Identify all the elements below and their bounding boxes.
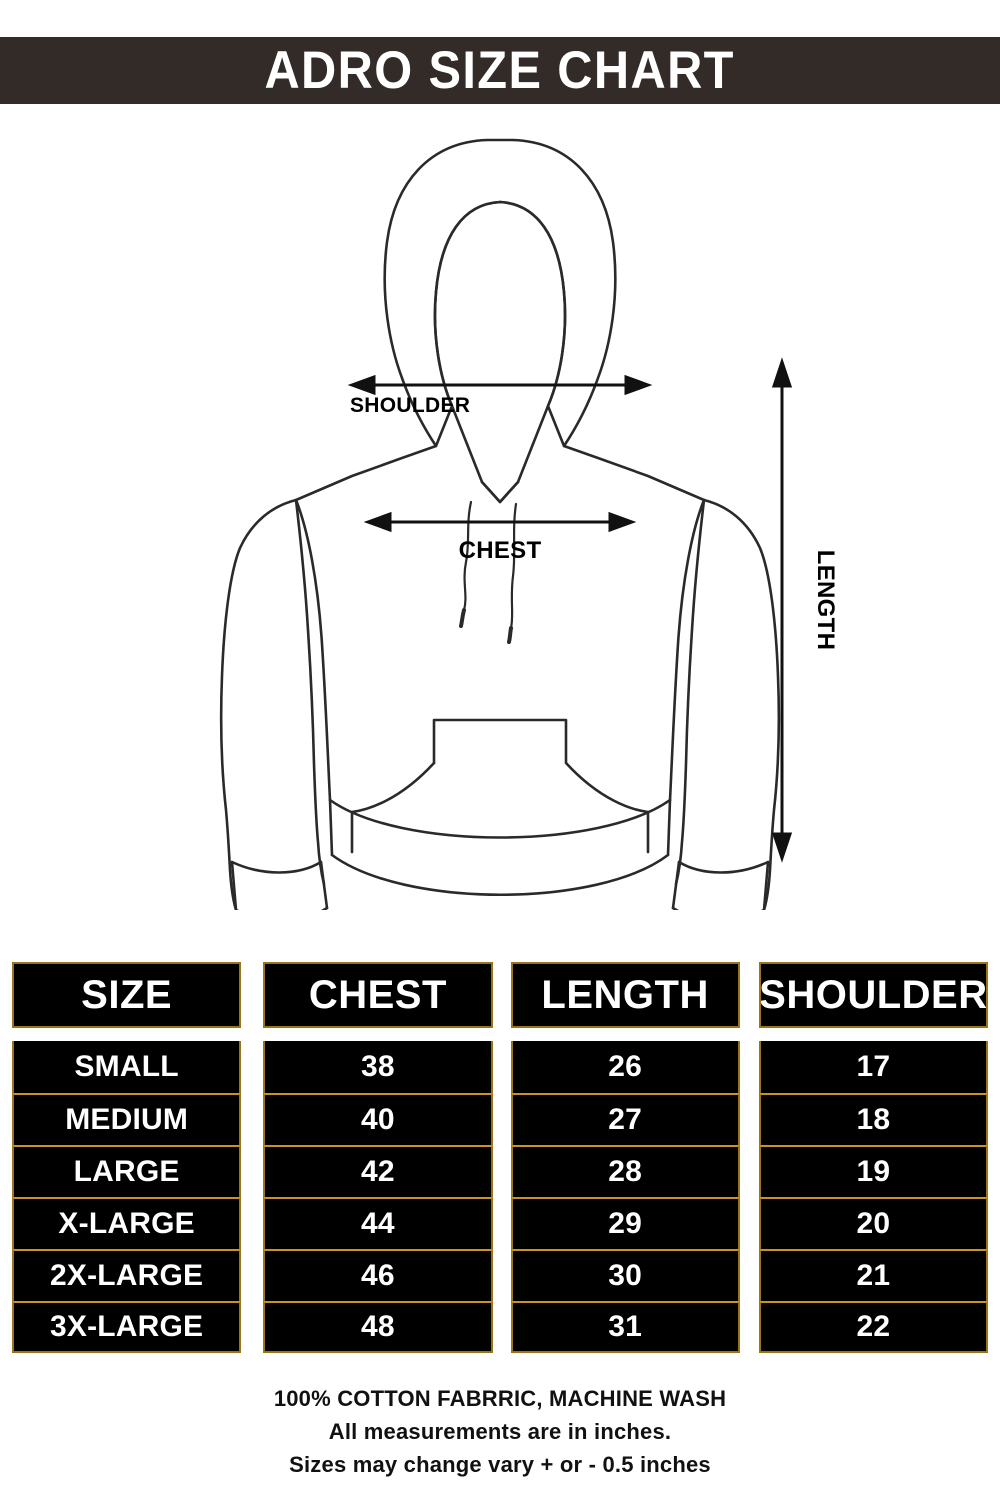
torso-right-edge: [668, 498, 706, 802]
right-sleeve-inner: [674, 498, 706, 886]
cell-chest: 40: [263, 1093, 493, 1145]
chest-label: CHEST: [459, 537, 542, 564]
column-header-shoulder: SHOULDER: [758, 962, 988, 1028]
cell-size: MEDIUM: [12, 1093, 242, 1145]
footer-line-fabric: 100% COTTON FABRRIC, MACHINE WASH: [273, 1386, 727, 1411]
left-sleeve-outer: [219, 498, 298, 910]
pocket-left: [350, 761, 436, 854]
pocket-right: [432, 718, 650, 854]
cell-length: 28: [510, 1145, 740, 1197]
footer-notes: 100% COTTON FABRRIC, MACHINE WASH All me…: [0, 1382, 1000, 1481]
cell-length: 31: [510, 1301, 740, 1353]
table-row: SMALL 38 26 17: [12, 1041, 988, 1093]
left-cuff-edge-b: [319, 860, 329, 910]
header-banner: ADRO SIZE CHART: [0, 37, 1000, 104]
right-cuff-edge-a: [762, 860, 770, 910]
shoulder-arrow-right-head: [624, 374, 653, 396]
cell-size: X-LARGE: [12, 1197, 242, 1249]
right-cuff-edge-b: [671, 860, 681, 910]
table-row: 3X-LARGE 48 31 22: [12, 1301, 988, 1353]
cell-chest: 38: [263, 1041, 493, 1093]
measurement-arrows: [347, 357, 793, 863]
cell-length: 26: [510, 1041, 740, 1093]
cell-chest: 48: [263, 1301, 493, 1353]
footer-line-tolerance: Sizes may change vary + or - 0.5 inches: [289, 1452, 711, 1477]
left-cuff-edge-a: [230, 860, 238, 910]
waistband-bottom: [330, 853, 670, 897]
shoulder-label: SHOULDER: [350, 394, 470, 417]
drawstring-right-tip: [507, 626, 513, 644]
waistband-left-edge: [328, 798, 334, 857]
shoulder-arrow-left-head: [347, 374, 376, 396]
table-header-row: SIZE CHEST LENGTH SHOULDER: [12, 962, 988, 1028]
waistband-top: [328, 798, 672, 839]
cell-length: 30: [510, 1249, 740, 1301]
cell-length: 27: [510, 1093, 740, 1145]
length-label: LENGTH: [812, 550, 839, 650]
right-sleeve-outer: [702, 498, 781, 910]
table-row: MEDIUM 40 27 18: [12, 1093, 988, 1145]
cell-shoulder: 17: [758, 1041, 988, 1093]
cell-shoulder: 18: [758, 1093, 988, 1145]
cell-chest: 46: [263, 1249, 493, 1301]
column-header-chest: CHEST: [263, 962, 493, 1028]
neck-v: [480, 480, 520, 504]
page-title: ADRO SIZE CHART: [264, 41, 736, 100]
cell-chest: 42: [263, 1145, 493, 1197]
left-yoke-line: [294, 444, 438, 502]
cell-chest: 44: [263, 1197, 493, 1249]
column-header-length: LENGTH: [510, 962, 740, 1028]
cell-shoulder: 21: [758, 1249, 988, 1301]
drawstring-right: [509, 502, 518, 630]
right-cuff-bottom: [671, 906, 766, 910]
left-cuff-bottom: [234, 906, 329, 910]
left-sleeve-inner: [294, 498, 326, 886]
chest-arrow-right-head: [608, 511, 637, 533]
cell-size: 3X-LARGE: [12, 1301, 242, 1353]
waistband-right-edge: [666, 798, 672, 857]
hood-face-opening: [433, 200, 567, 504]
right-cuff-top: [677, 860, 770, 874]
footer-line-measurements: All measurements are in inches.: [328, 1419, 672, 1444]
table-row: LARGE 42 28 19: [12, 1145, 988, 1197]
cell-shoulder: 19: [758, 1145, 988, 1197]
drawstring-left: [462, 500, 473, 612]
drawstring-left-tip: [459, 608, 466, 628]
cell-size: 2X-LARGE: [12, 1249, 242, 1301]
table-row: 2X-LARGE 46 30 21: [12, 1249, 988, 1301]
cell-length: 29: [510, 1197, 740, 1249]
cell-size: LARGE: [12, 1145, 242, 1197]
cell-shoulder: 20: [758, 1197, 988, 1249]
cell-shoulder: 22: [758, 1301, 988, 1353]
column-header-size: SIZE: [12, 962, 242, 1028]
cell-size: SMALL: [12, 1041, 242, 1093]
size-chart-table: SIZE CHEST LENGTH SHOULDER SMALL 38 26 1…: [12, 962, 988, 1353]
hoodie-illustration: SHOULDER CHEST LENGTH: [0, 110, 1000, 910]
left-cuff-top: [230, 860, 323, 874]
length-arrow-top-head: [771, 357, 793, 388]
torso-left-edge: [294, 498, 332, 802]
length-arrow-bottom-head: [771, 832, 793, 863]
chest-arrow-left-head: [363, 511, 392, 533]
table-row: X-LARGE 44 29 20: [12, 1197, 988, 1249]
right-yoke-line: [562, 444, 706, 502]
